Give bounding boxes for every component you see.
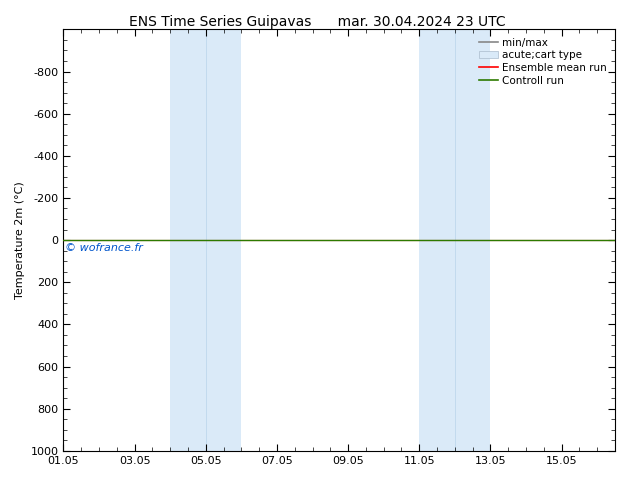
Text: ENS Time Series Guipavas      mar. 30.04.2024 23 UTC: ENS Time Series Guipavas mar. 30.04.2024… xyxy=(129,15,505,29)
Text: © wofrance.fr: © wofrance.fr xyxy=(65,243,143,253)
Bar xyxy=(419,29,491,451)
Legend: min/max, acute;cart type, Ensemble mean run, Controll run: min/max, acute;cart type, Ensemble mean … xyxy=(476,35,610,89)
Y-axis label: Temperature 2m (°C): Temperature 2m (°C) xyxy=(15,181,25,299)
Bar xyxy=(170,29,242,451)
